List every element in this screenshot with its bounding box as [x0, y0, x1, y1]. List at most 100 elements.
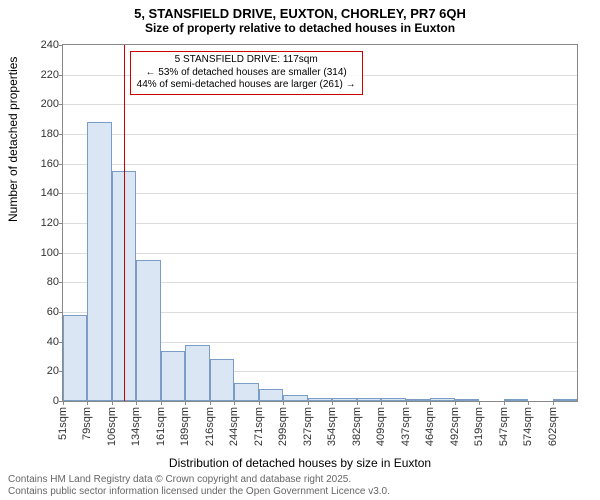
histogram-bar: [259, 389, 283, 401]
y-tick-mark: [59, 312, 63, 313]
histogram-bar: [332, 398, 356, 401]
x-tick-mark: [210, 401, 211, 405]
x-tick-label: 437sqm: [400, 407, 412, 446]
y-tick-label: 140: [41, 187, 59, 199]
x-tick-label: 244sqm: [228, 407, 240, 446]
histogram-bar: [381, 398, 405, 401]
x-tick-label: 51sqm: [57, 407, 69, 440]
chart-container: 5, STANSFIELD DRIVE, EUXTON, CHORLEY, PR…: [0, 0, 600, 500]
histogram-bar: [430, 398, 454, 401]
histogram-bar: [234, 383, 258, 401]
annotation-line: ← 53% of detached houses are smaller (31…: [137, 67, 356, 80]
histogram-bar: [406, 399, 430, 401]
y-tick-mark: [59, 253, 63, 254]
x-tick-mark: [406, 401, 407, 405]
histogram-bar: [87, 122, 111, 401]
x-tick-label: 79sqm: [81, 407, 93, 440]
x-tick-mark: [479, 401, 480, 405]
x-tick-mark: [308, 401, 309, 405]
x-tick-mark: [381, 401, 382, 405]
histogram-bar: [308, 398, 332, 401]
gridline: [63, 193, 577, 194]
x-tick-mark: [185, 401, 186, 405]
y-tick-label: 120: [41, 217, 59, 229]
x-tick-mark: [357, 401, 358, 405]
x-tick-label: 354sqm: [326, 407, 338, 446]
histogram-bar: [504, 399, 528, 401]
y-tick-label: 160: [41, 158, 59, 170]
y-tick-label: 180: [41, 128, 59, 140]
x-tick-mark: [283, 401, 284, 405]
y-tick-mark: [59, 282, 63, 283]
footer-attribution: Contains HM Land Registry data © Crown c…: [8, 474, 390, 498]
histogram-bar: [161, 351, 185, 401]
chart-title: 5, STANSFIELD DRIVE, EUXTON, CHORLEY, PR…: [0, 0, 600, 21]
x-tick-mark: [112, 401, 113, 405]
x-tick-label: 464sqm: [424, 407, 436, 446]
y-tick-label: 220: [41, 69, 59, 81]
x-tick-label: 519sqm: [473, 407, 485, 446]
annotation-line: 44% of semi-detached houses are larger (…: [137, 79, 356, 92]
y-tick-label: 40: [47, 336, 59, 348]
histogram-bar: [357, 398, 381, 401]
plot-area: 02040608010012014016018020022024051sqm79…: [62, 44, 578, 402]
chart-subtitle: Size of property relative to detached ho…: [0, 21, 600, 39]
x-tick-mark: [528, 401, 529, 405]
y-tick-label: 20: [47, 365, 59, 377]
x-tick-label: 216sqm: [204, 407, 216, 446]
x-tick-label: 602sqm: [547, 407, 559, 446]
annotation-box: 5 STANSFIELD DRIVE: 117sqm← 53% of detac…: [130, 51, 363, 95]
histogram-bar: [63, 315, 87, 401]
y-tick-mark: [59, 164, 63, 165]
x-tick-mark: [455, 401, 456, 405]
gridline: [63, 223, 577, 224]
y-tick-mark: [59, 75, 63, 76]
y-tick-label: 60: [47, 306, 59, 318]
y-tick-mark: [59, 193, 63, 194]
x-tick-mark: [87, 401, 88, 405]
x-tick-label: 409sqm: [375, 407, 387, 446]
y-tick-mark: [59, 223, 63, 224]
x-tick-mark: [234, 401, 235, 405]
histogram-bar: [136, 260, 160, 401]
footer-line: Contains HM Land Registry data © Crown c…: [8, 474, 390, 486]
x-tick-mark: [332, 401, 333, 405]
annotation-line: 5 STANSFIELD DRIVE: 117sqm: [137, 54, 356, 67]
x-tick-label: 106sqm: [106, 407, 118, 446]
gridline: [63, 253, 577, 254]
x-tick-label: 161sqm: [155, 407, 167, 446]
x-axis-label: Distribution of detached houses by size …: [0, 456, 600, 470]
x-tick-label: 492sqm: [449, 407, 461, 446]
y-tick-label: 240: [41, 39, 59, 51]
x-tick-label: 271sqm: [253, 407, 265, 446]
x-tick-mark: [161, 401, 162, 405]
x-tick-mark: [430, 401, 431, 405]
histogram-bar: [185, 345, 209, 401]
gridline: [63, 134, 577, 135]
gridline: [63, 104, 577, 105]
y-tick-label: 80: [47, 276, 59, 288]
x-tick-mark: [136, 401, 137, 405]
x-tick-mark: [259, 401, 260, 405]
footer-line: Contains public sector information licen…: [8, 486, 390, 498]
marker-line: [124, 45, 125, 401]
histogram-bar: [553, 399, 577, 401]
x-tick-label: 547sqm: [498, 407, 510, 446]
x-tick-mark: [504, 401, 505, 405]
x-tick-mark: [63, 401, 64, 405]
x-tick-label: 327sqm: [302, 407, 314, 446]
x-tick-label: 574sqm: [522, 407, 534, 446]
y-tick-mark: [59, 45, 63, 46]
histogram-bar: [283, 395, 307, 401]
x-tick-label: 299sqm: [277, 407, 289, 446]
y-axis-label: Number of detached properties: [6, 57, 20, 222]
y-tick-mark: [59, 134, 63, 135]
histogram-bar: [210, 359, 234, 401]
x-tick-label: 134sqm: [130, 407, 142, 446]
gridline: [63, 164, 577, 165]
histogram-bar: [455, 399, 479, 401]
y-tick-label: 100: [41, 247, 59, 259]
x-tick-label: 382sqm: [351, 407, 363, 446]
x-tick-label: 189sqm: [179, 407, 191, 446]
y-tick-label: 200: [41, 98, 59, 110]
